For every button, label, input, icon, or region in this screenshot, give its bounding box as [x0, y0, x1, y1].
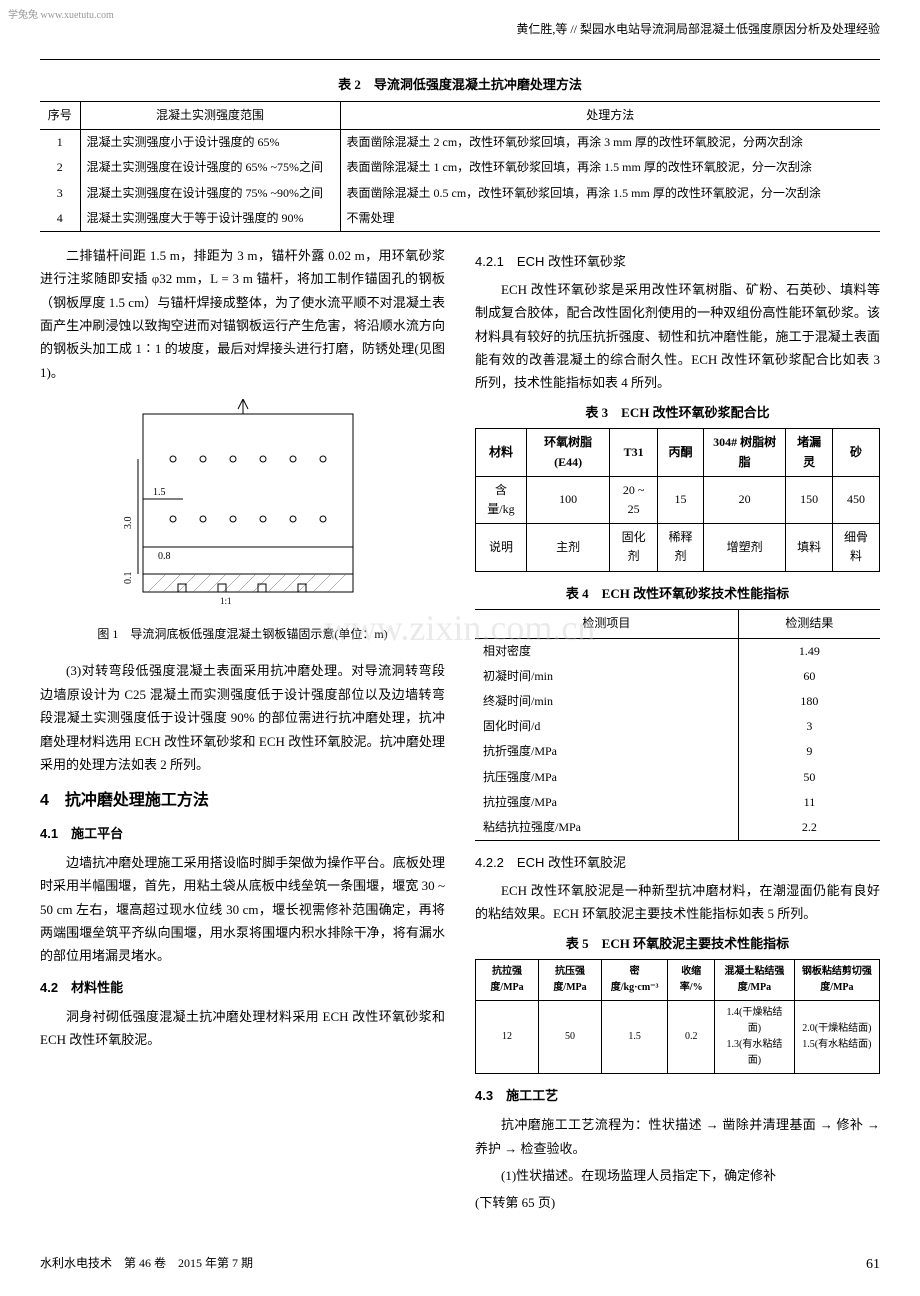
subsection-42: 4.2 材料性能	[40, 978, 445, 999]
paragraph: 二排锚杆间距 1.5 m，排距为 3 m，锚杆外露 0.02 m，用环氧砂浆进行…	[40, 244, 445, 384]
dim-label: 0.8	[158, 551, 171, 562]
table-header: 检测结果	[738, 610, 880, 638]
table-row: 1混凝土实测强度小于设计强度的 65%表面凿除混凝土 2 cm，改性环氧砂浆回填…	[40, 130, 880, 156]
dim-label: 3.0	[123, 517, 134, 530]
table2-title: 表 2 导流洞低强度混凝土抗冲磨处理方法	[40, 75, 880, 96]
table-header-row: 抗拉强度/MPa抗压强度/MPa密度/kg·cm⁻³收缩率/%混凝土粘结强度/M…	[476, 960, 880, 1001]
paragraph: (3)对转弯段低强度混凝土表面采用抗冲磨处理。对导流洞转弯段边墙原设计为 C25…	[40, 659, 445, 776]
table-row: 12501.50.21.4(干燥粘结面)1.3(有水粘结面)2.0(干燥粘结面)…	[476, 1001, 880, 1074]
continue-note: (下转第 65 页)	[475, 1191, 880, 1214]
paragraph: ECH 改性环氧砂浆是采用改性环氧树脂、矿粉、石英砂、填料等制成复合胶体，配合改…	[475, 278, 880, 395]
figure1-svg: 1.5 3.0 0.8 0.1	[103, 399, 383, 619]
section-4-title: 4 抗冲磨处理施工方法	[40, 788, 445, 814]
table-row: 2混凝土实测强度在设计强度的 65% ~75%之间表面凿除混凝土 1 cm，改性…	[40, 155, 880, 180]
table3-title: 表 3 ECH 改性环氧砂浆配合比	[475, 403, 880, 424]
figure1-caption: 图 1 导流洞底板低强度混凝土钢板锚固示意(单位：m)	[40, 625, 445, 644]
page-footer: 水利水电技术 第 46 卷 2015 年第 7 期 61	[40, 1249, 880, 1276]
table-row: 抗拉强度/MPa11	[475, 790, 880, 815]
subsection-43: 4.3 施工工艺	[475, 1086, 880, 1107]
page-number: 61	[866, 1254, 880, 1276]
watermark-top: 学兔兔 www.xuetutu.com	[8, 8, 114, 24]
right-column: 4.2.1 ECH 改性环氧砂浆 ECH 改性环氧砂浆是采用改性环氧树脂、矿粉、…	[475, 244, 880, 1219]
table4: 检测项目 检测结果 相对密度1.49初凝时间/min60终凝时间/min180固…	[475, 609, 880, 841]
table-header: 序号	[40, 101, 80, 129]
table-row: 终凝时间/min180	[475, 689, 880, 714]
table-header: 检测项目	[475, 610, 738, 638]
subsection-41: 4.1 施工平台	[40, 824, 445, 845]
paragraph: 抗冲磨施工工艺流程为：性状描述 → 凿除并清理基面 → 修补 → 养护 → 检查…	[475, 1113, 880, 1160]
dim-label: 0.1	[123, 572, 134, 585]
table-row: 4混凝土实测强度大于等于设计强度的 90%不需处理	[40, 206, 880, 232]
table-row: 3混凝土实测强度在设计强度的 75% ~90%之间表面凿除混凝土 0.5 cm，…	[40, 181, 880, 206]
paragraph: (1)性状描述。在现场监理人员指定下，确定修补	[475, 1164, 880, 1187]
table-row: 粘结抗拉强度/MPa2.2	[475, 815, 880, 841]
table-header: 处理方法	[340, 101, 880, 129]
table-row: 相对密度1.49	[475, 638, 880, 664]
paragraph: 边墙抗冲磨处理施工采用搭设临时脚手架做为操作平台。底板处理时采用半幅围堰，首先，…	[40, 851, 445, 968]
table-header: 混凝土实测强度范围	[80, 101, 340, 129]
table-row: 抗压强度/MPa50	[475, 765, 880, 790]
table-row: 抗折强度/MPa9	[475, 739, 880, 764]
left-column: 二排锚杆间距 1.5 m，排距为 3 m，锚杆外露 0.02 m，用环氧砂浆进行…	[40, 244, 445, 1219]
table-row: 固化时间/d3	[475, 714, 880, 739]
table-row: 含量/kg10020 ~ 251520150450	[476, 476, 880, 523]
paragraph: 洞身衬砌低强度混凝土抗冲磨处理材料采用 ECH 改性环氧砂浆和 ECH 改性环氧…	[40, 1005, 445, 1052]
header-authors: 黄仁胜,等 // 梨园水电站导流洞局部混凝土低强度原因分析及处理经验	[40, 20, 880, 39]
table-header-row: 材料环氧树脂(E44)T31丙酮304# 树脂树脂堵漏灵砂	[476, 429, 880, 476]
subsection-422: 4.2.2 ECH 改性环氧胶泥	[475, 853, 880, 874]
table5-title: 表 5 ECH 环氧胶泥主要技术性能指标	[475, 934, 880, 955]
two-column-layout: 二排锚杆间距 1.5 m，排距为 3 m，锚杆外露 0.02 m，用环氧砂浆进行…	[40, 244, 880, 1219]
table-row: 说明主剂固化剂稀释剂增塑剂填料细骨料	[476, 524, 880, 571]
table-header-row: 检测项目 检测结果	[475, 610, 880, 638]
table5: 抗拉强度/MPa抗压强度/MPa密度/kg·cm⁻³收缩率/%混凝土粘结强度/M…	[475, 959, 880, 1074]
subsection-421: 4.2.1 ECH 改性环氧砂浆	[475, 252, 880, 273]
paragraph: ECH 改性环氧胶泥是一种新型抗冲磨材料，在潮湿面仍能有良好的粘结效果。ECH …	[475, 879, 880, 926]
header-divider	[40, 59, 880, 60]
figure1: 1.5 3.0 0.8 0.1	[40, 399, 445, 644]
table3: 材料环氧树脂(E44)T31丙酮304# 树脂树脂堵漏灵砂 含量/kg10020…	[475, 428, 880, 571]
footer-journal-info: 水利水电技术 第 46 卷 2015 年第 7 期	[40, 1254, 253, 1276]
dim-label: 1:1	[220, 596, 232, 606]
table2: 序号 混凝土实测强度范围 处理方法 1混凝土实测强度小于设计强度的 65%表面凿…	[40, 101, 880, 232]
dim-label: 1.5	[153, 487, 166, 498]
table-row: 初凝时间/min60	[475, 664, 880, 689]
table4-title: 表 4 ECH 改性环氧砂浆技术性能指标	[475, 584, 880, 605]
table-header-row: 序号 混凝土实测强度范围 处理方法	[40, 101, 880, 129]
